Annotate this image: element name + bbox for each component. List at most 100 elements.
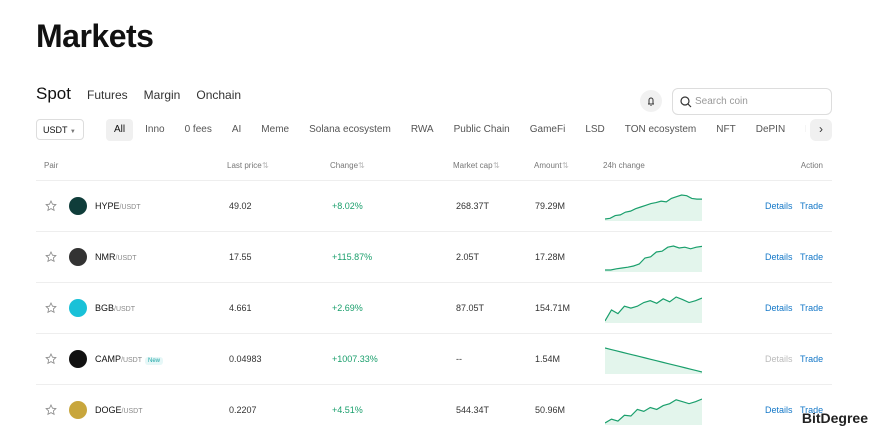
column-header: Last price: [227, 161, 262, 170]
column-header: Action: [800, 161, 823, 170]
sparkline-area: [605, 195, 702, 221]
coin-circle: [69, 299, 87, 317]
trade-link[interactable]: Trade: [800, 252, 824, 262]
trade-link[interactable]: Trade: [800, 405, 824, 415]
quote-asset: /USDT: [119, 204, 141, 211]
trade-link[interactable]: Trade: [800, 303, 824, 313]
star-shape: [45, 302, 57, 314]
star-icon[interactable]: [45, 302, 57, 314]
change: +2.69%: [332, 303, 363, 313]
market-cap: 87.05T: [456, 303, 485, 313]
tab[interactable]: Spot: [36, 84, 71, 103]
page-title: Markets: [36, 18, 154, 54]
star-icon[interactable]: [45, 404, 57, 416]
details-link[interactable]: Details: [765, 354, 793, 364]
column-header: Pair: [44, 161, 59, 170]
filter-chip[interactable]: De: [797, 119, 806, 141]
tab[interactable]: Margin: [143, 88, 181, 102]
coin-name: CAMP: [95, 354, 122, 364]
coin-circle: [69, 401, 87, 419]
sparkline-line: [605, 194, 702, 220]
sparkline: [605, 398, 702, 425]
tab[interactable]: Onchain: [196, 88, 242, 102]
trade-link[interactable]: Trade: [800, 354, 824, 364]
coin-icon: [69, 401, 87, 419]
star-icon[interactable]: [45, 353, 57, 365]
pair: HYPE/USDT: [95, 201, 141, 211]
details-link[interactable]: Details: [765, 201, 793, 211]
pair: BGB/USDT: [95, 303, 135, 313]
filter-chip[interactable]: Inno: [145, 124, 165, 135]
filter-chip[interactable]: DePIN: [755, 124, 786, 135]
coin-icon: [69, 299, 87, 317]
filter-chip[interactable]: NFT: [716, 124, 736, 135]
search-placeholder: Search coin: [695, 96, 748, 107]
column-header: Amount: [534, 161, 562, 170]
search-box[interactable]: Search coin: [672, 88, 832, 115]
filter-chip[interactable]: Public Chain: [453, 124, 510, 135]
last-price: 4.661: [229, 303, 252, 313]
quote-asset: /USDT: [121, 357, 143, 364]
filter-chip[interactable]: Meme: [261, 124, 290, 135]
coin-circle: [69, 248, 87, 266]
last-price: 0.2207: [229, 405, 257, 415]
sparkline-area: [605, 246, 702, 272]
last-price: 17.55: [229, 252, 252, 262]
coin-name: BGB: [95, 303, 115, 313]
last-price: 0.04983: [229, 354, 262, 364]
filter-bar: All Inno 0 fees AI Meme Solana ecosystem RWA Pu…: [106, 119, 806, 141]
filter-chip[interactable]: 0 fees: [184, 124, 212, 135]
market-cap: 2.05T: [456, 252, 480, 262]
sort-icon[interactable]: ⇅: [493, 161, 500, 170]
quote-asset: /USDT: [115, 255, 137, 262]
table-row: CAMP/USDT New 0.04983 +1007.33% -- 1.54M Detai…: [36, 333, 832, 385]
change: +115.87%: [332, 252, 373, 262]
filter-chip[interactable]: GameFi: [529, 124, 566, 135]
bell-button[interactable]: [640, 90, 662, 112]
next-button[interactable]: ›: [810, 119, 832, 141]
filter-chip[interactable]: LSD: [585, 124, 605, 135]
sort-icon[interactable]: ⇅: [262, 161, 269, 170]
change: +4.51%: [332, 405, 363, 415]
pair: NMR/USDT: [95, 252, 137, 262]
bell-icon: [648, 97, 654, 106]
change: +8.02%: [332, 201, 363, 211]
star-icon[interactable]: [45, 200, 57, 212]
last-price: 49.02: [229, 201, 252, 211]
coin-circle: [69, 350, 87, 368]
pair: DOGE/USDT: [95, 405, 143, 415]
sort-icon[interactable]: ⇅: [358, 161, 365, 170]
search-icon: [680, 96, 692, 108]
star-shape: [45, 251, 57, 263]
tabs: Spot Futures Margin Onchain: [36, 84, 241, 104]
pair: CAMP/USDT New: [95, 354, 164, 365]
sparkline: [605, 194, 702, 221]
filter-chip[interactable]: AI: [231, 124, 242, 135]
column-header: Change: [330, 161, 359, 170]
star-shape: [45, 200, 57, 212]
filter-chip[interactable]: RWA: [410, 124, 434, 135]
sparkline-area: [605, 297, 702, 323]
table-row: BGB/USDT 4.661 +2.69% 87.05T 154.71M Details T…: [36, 282, 832, 334]
watermark: BitDegree: [797, 408, 872, 428]
details-link[interactable]: Details: [765, 252, 793, 262]
coin-icon: [69, 350, 87, 368]
filter-chip[interactable]: TON ecosystem: [624, 124, 697, 135]
filter-chip[interactable]: Solana ecosystem: [309, 124, 391, 135]
sort-icon[interactable]: ⇅: [562, 161, 569, 170]
details-link[interactable]: Details: [765, 405, 793, 415]
coin-icon: [69, 248, 87, 266]
tab[interactable]: Futures: [86, 88, 128, 102]
star-icon[interactable]: [45, 251, 57, 263]
amount: 50.96M: [535, 405, 566, 415]
amount: 79.29M: [535, 201, 566, 211]
sparkline-line: [605, 296, 702, 322]
market-cap: 544.34T: [456, 405, 490, 415]
details-link[interactable]: Details: [765, 303, 793, 313]
table-row: HYPE/USDT 49.02 +8.02% 268.37T 79.29M Details…: [36, 180, 832, 232]
sparkline-line: [605, 398, 702, 424]
trade-link[interactable]: Trade: [800, 201, 824, 211]
filter-chip[interactable]: All: [106, 119, 134, 141]
quote-selector[interactable]: USDT ▼: [36, 119, 84, 140]
coin-name: HYPE: [95, 201, 120, 211]
